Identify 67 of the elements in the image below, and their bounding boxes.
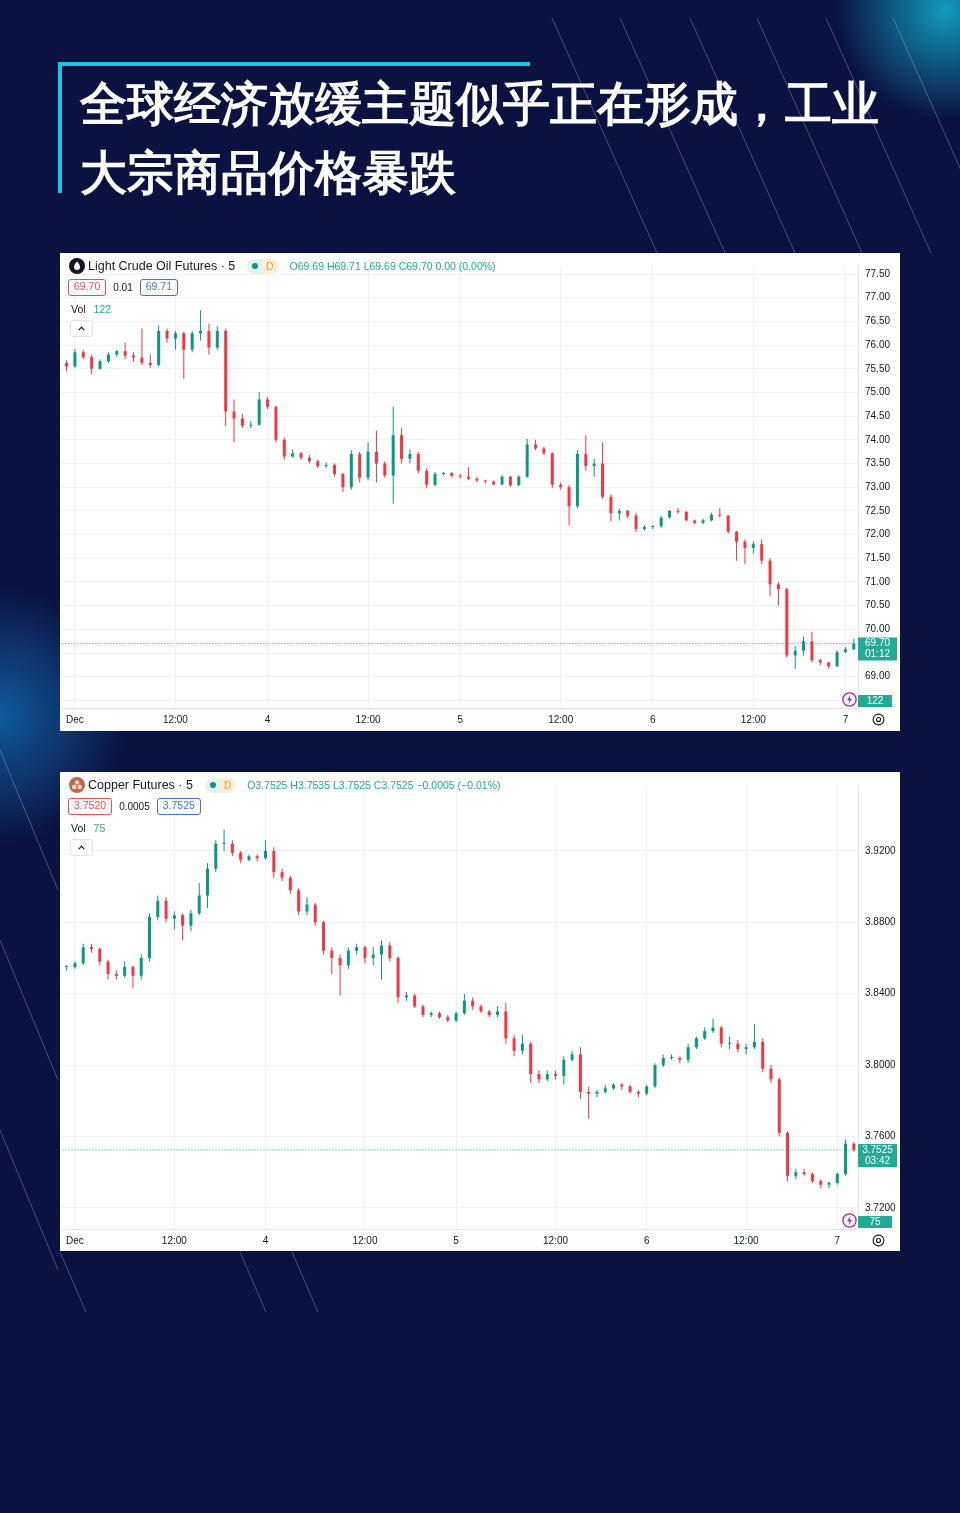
y-tick-label: 72.00 [865, 528, 891, 540]
x-tick-label: 12:00 [740, 713, 767, 725]
x-tick-label: 12:00 [161, 1234, 188, 1246]
candlestick [718, 508, 722, 518]
candlestick [728, 1036, 732, 1050]
x-tick-label: 12:00 [162, 713, 189, 725]
y-tick-label: 70.50 [865, 599, 891, 611]
x-tick-label: 5 [457, 713, 464, 725]
chart-subtitle: Copper Futures · 5 [88, 778, 193, 792]
y-tick-label: 76.00 [865, 338, 891, 350]
y-tick-label: 72.50 [865, 504, 891, 516]
x-tick-label: 7 [834, 1234, 841, 1246]
annotation: 75 [93, 821, 106, 835]
x-tick-label: Dec [66, 713, 84, 725]
y-tick-label: 71.00 [865, 575, 891, 587]
y-tick-label: 77.00 [865, 291, 891, 303]
y-tick-label: 73.00 [865, 480, 891, 492]
ref-line-label: 3.7525 03:42 [862, 1143, 894, 1166]
x-tick-label: 6 [650, 713, 657, 725]
y-tick-label: 71.50 [865, 552, 891, 564]
annotation: Vol [71, 821, 86, 835]
y-tick-label: 3.8800 [865, 916, 897, 928]
annotation: 3.7520 [68, 798, 113, 815]
x-tick-label: 5 [453, 1234, 460, 1246]
text: 75 [858, 1216, 892, 1228]
y-tick-label: 3.8400 [865, 987, 897, 999]
y-tick-label: 73.50 [865, 457, 891, 469]
annotation: 69.71 [139, 279, 179, 296]
y-tick-label: 69.00 [865, 670, 891, 682]
text: 122 [858, 695, 892, 707]
x-tick-label: 12:00 [733, 1234, 760, 1246]
annotation: Vol [71, 302, 86, 316]
x-tick-label: 12:00 [543, 1234, 569, 1246]
annotation: 0.01 [113, 282, 133, 293]
y-tick-label: 75.00 [865, 386, 891, 398]
x-tick-label: 6 [643, 1234, 650, 1246]
chart-title: 全球经济放缓主题似乎正在形成，工业大宗商品价格暴跌 [80, 75, 880, 202]
y-tick-label: 75.50 [865, 362, 891, 374]
y-tick-label: 74.00 [865, 433, 891, 445]
annotation: 69.70 [68, 279, 107, 296]
y-tick-label: 3.7200 [865, 1201, 897, 1213]
y-tick-label: 3.9200 [865, 844, 897, 856]
y-tick-label: 76.50 [865, 315, 891, 327]
annotation: 3.7525 [156, 798, 201, 815]
x-tick-label: Dec [66, 1234, 84, 1246]
x-tick-label: 12:00 [355, 713, 381, 725]
y-tick-label: 70.00 [865, 623, 891, 635]
candlestick [587, 1086, 591, 1119]
candlestick [222, 829, 226, 851]
x-tick-label: 4 [262, 1234, 269, 1246]
candlestick [670, 1054, 674, 1060]
y-tick-label: 77.50 [865, 267, 891, 279]
annotation: 0.0005 [119, 801, 150, 812]
annotation: 122 [93, 302, 112, 316]
annotation: D [220, 777, 237, 793]
y-tick-label: 74.50 [865, 409, 891, 421]
x-tick-label: 12:00 [548, 713, 574, 725]
x-tick-label: 7 [842, 713, 849, 725]
x-tick-label: 4 [264, 713, 271, 725]
annotation: D [263, 258, 279, 274]
annotation: O69.69 H69.71 L69.69 C69.70 0.00 (0.00%) [289, 260, 496, 272]
chart-subtitle: Light Crude Oil Futures · 5 [88, 259, 236, 273]
ref-line-label: 69.70 01:12 [864, 637, 891, 660]
annotation: O3.7525 H3.7535 L3.7525 C3.7525 −0.0005 (−0.01%) [247, 779, 501, 791]
x-tick-label: 12:00 [352, 1234, 378, 1246]
y-tick-label: 3.7600 [865, 1130, 897, 1142]
y-tick-label: 3.8000 [865, 1058, 897, 1070]
